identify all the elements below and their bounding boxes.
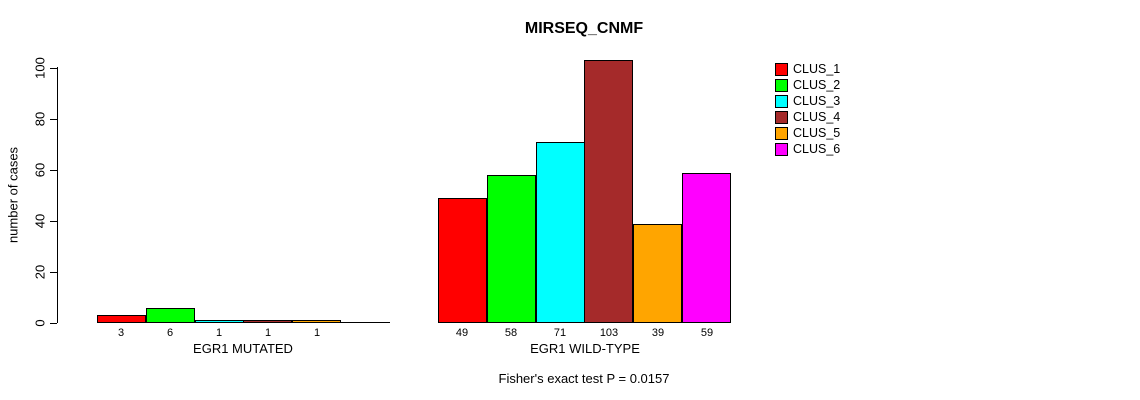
y-axis-tick-label: 40 [32,213,48,228]
legend-label: CLUS_5 [793,125,841,140]
legend-item-clus-4: CLUS_4 [775,109,840,125]
legend-color-swatch [775,110,788,124]
y-axis-label: number of cases [5,146,21,244]
y-axis-tick [50,67,57,69]
legend-color-swatch [775,78,788,92]
bar-value-label: 59 [700,327,714,339]
y-axis-tick [50,169,57,171]
legend-color-swatch [775,142,788,156]
group-label-egr1-mutated: EGR1 MUTATED [193,341,293,356]
legend-label: CLUS_6 [793,141,841,156]
bar-clus-6-wildtype [682,173,731,323]
y-axis-tick [50,322,57,324]
legend-item-clus-3: CLUS_3 [775,93,840,109]
y-axis-tick-label: 80 [32,111,48,126]
bar-value-label: 6 [166,327,174,339]
legend-label: CLUS_4 [793,109,841,124]
group-label-egr1-wildtype: EGR1 WILD-TYPE [530,341,640,356]
y-axis-tick [50,118,57,120]
legend-color-swatch [775,62,788,76]
legend-item-clus-6: CLUS_6 [775,141,840,157]
y-axis-tick-label: 100 [32,56,48,79]
legend-color-swatch [775,94,788,108]
bar-clus-2-wildtype [487,175,536,323]
bar-value-label: 71 [553,327,567,339]
y-axis-tick-label: 0 [32,318,48,327]
legend: CLUS_1 CLUS_2 CLUS_3 CLUS_4 CLUS_5 CLUS_6 [775,61,840,157]
bar-clus-1-wildtype [438,198,487,323]
bar-value-label: 1 [313,327,321,339]
legend-label: CLUS_1 [793,61,841,76]
y-axis-tick [50,271,57,273]
bar-clus-4-mutated [243,320,292,323]
bar-clus-5-mutated [292,320,341,323]
bar-clus-3-wildtype [536,142,585,323]
legend-item-clus-5: CLUS_5 [775,125,840,141]
bar-value-label: 3 [117,327,125,339]
bar-value-label: 103 [599,327,619,339]
bar-value-label: 39 [651,327,665,339]
y-axis-line [57,67,58,323]
bar-value-label: 1 [215,327,223,339]
bar-clus-5-wildtype [633,224,682,323]
bar-clus-2-mutated [146,308,195,323]
legend-color-swatch [775,126,788,140]
legend-label: CLUS_3 [793,93,841,108]
y-axis-tick [50,220,57,222]
bar-clus-3-mutated [195,320,244,323]
chart-title: MIRSEQ_CNMF [524,20,644,37]
y-axis-tick-label: 20 [32,264,48,279]
y-axis-tick-label: 60 [32,162,48,177]
bar-clus-4-wildtype [584,60,633,323]
fisher-test-result: Fisher's exact test P = 0.0157 [498,371,670,386]
legend-label: CLUS_2 [793,77,841,92]
bar-value-label: 49 [455,327,469,339]
legend-item-clus-1: CLUS_1 [775,61,840,77]
legend-item-clus-2: CLUS_2 [775,77,840,93]
bar-value-label: 1 [264,327,272,339]
bar-value-label: 58 [504,327,518,339]
bar-clus-1-mutated [97,315,146,323]
